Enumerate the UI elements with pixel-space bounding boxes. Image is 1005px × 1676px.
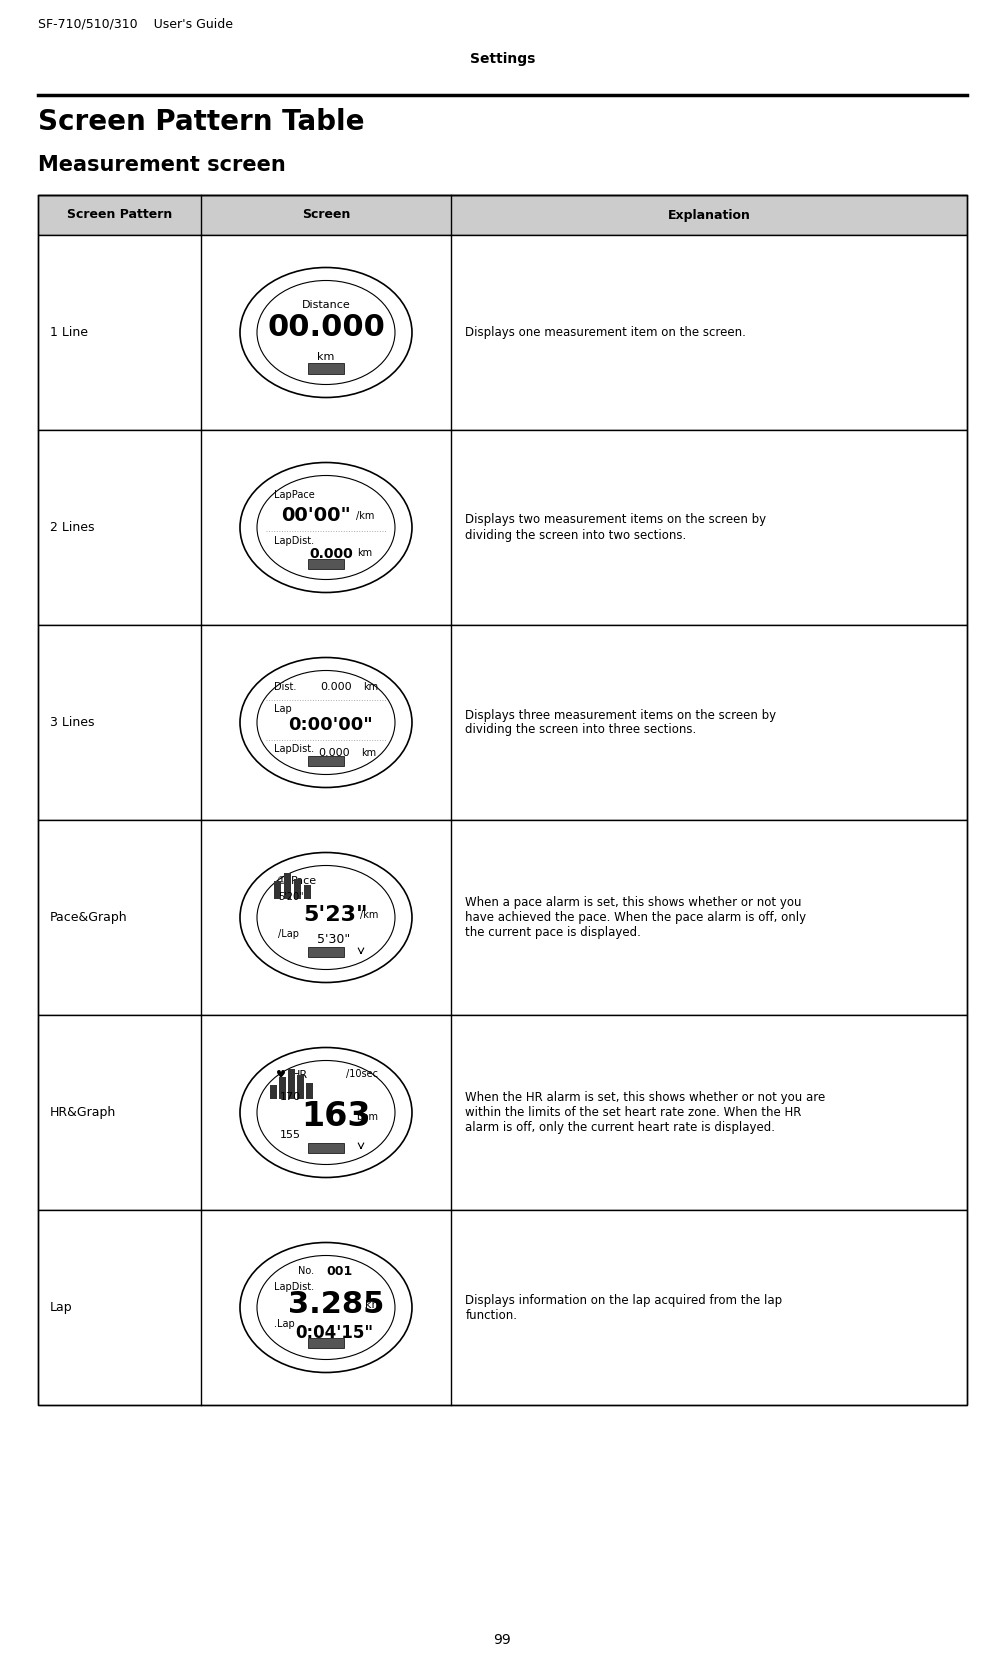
Text: 0.000: 0.000 — [310, 546, 353, 560]
Bar — [38, 194, 967, 235]
Text: Screen Pattern Table: Screen Pattern Table — [38, 107, 365, 136]
Text: Displays three measurement items on the screen by
dividing the screen into three: Displays three measurement items on the … — [465, 709, 777, 736]
Text: HR&Graph: HR&Graph — [50, 1106, 117, 1120]
Text: Pace: Pace — [291, 875, 318, 885]
Bar — [294, 880, 300, 900]
Text: 00.000: 00.000 — [267, 313, 385, 342]
Text: Displays one measurement item on the screen.: Displays one measurement item on the scr… — [465, 327, 747, 339]
Text: Screen: Screen — [302, 208, 350, 221]
Text: When the HR alarm is set, this shows whether or not you are
within the limits of: When the HR alarm is set, this shows whe… — [465, 1091, 826, 1135]
Bar — [308, 364, 344, 374]
Text: Measurement screen: Measurement screen — [38, 154, 285, 174]
Text: /Lap: /Lap — [278, 929, 299, 939]
Bar — [308, 1337, 344, 1348]
Text: 1 Line: 1 Line — [50, 327, 88, 339]
Text: Pace&Graph: Pace&Graph — [50, 912, 128, 923]
Text: .Lap: .Lap — [274, 1319, 294, 1329]
Bar — [284, 873, 291, 900]
Bar — [38, 820, 967, 1016]
Text: Displays two measurement items on the screen by
dividing the screen into two sec: Displays two measurement items on the sc… — [465, 513, 767, 541]
Text: 163: 163 — [302, 1099, 371, 1133]
Text: km: km — [365, 1299, 382, 1309]
Text: 99: 99 — [493, 1632, 512, 1648]
Text: 5'23": 5'23" — [304, 905, 368, 925]
Text: 0:04'15": 0:04'15" — [294, 1324, 373, 1341]
Text: 2 Lines: 2 Lines — [50, 521, 94, 535]
Text: LapDist.: LapDist. — [274, 1282, 315, 1292]
Text: 0.000: 0.000 — [321, 682, 352, 692]
Text: bpm: bpm — [356, 1111, 378, 1121]
Bar — [38, 235, 967, 431]
Bar — [308, 756, 344, 766]
Text: Screen Pattern: Screen Pattern — [66, 208, 172, 221]
Text: Lap: Lap — [50, 1301, 72, 1314]
Bar — [308, 560, 344, 570]
Bar — [279, 1076, 286, 1098]
Text: /km: /km — [360, 910, 378, 920]
Text: 5'20": 5'20" — [278, 893, 304, 902]
Text: km: km — [357, 548, 372, 558]
Bar — [270, 1084, 277, 1098]
Text: km: km — [363, 682, 378, 692]
Bar — [38, 625, 967, 820]
Bar — [297, 1074, 304, 1098]
Text: 3.285: 3.285 — [287, 1291, 384, 1319]
Bar — [38, 1210, 967, 1404]
Text: SF-710/510/310    User's Guide: SF-710/510/310 User's Guide — [38, 18, 233, 30]
Bar — [274, 882, 281, 900]
Text: /km: /km — [356, 511, 374, 521]
Bar — [308, 947, 344, 957]
Text: 0.000: 0.000 — [319, 747, 350, 758]
Text: Explanation: Explanation — [667, 208, 751, 221]
Text: HR: HR — [292, 1069, 309, 1079]
Bar — [38, 431, 967, 625]
Bar — [288, 1069, 295, 1098]
Text: Distance: Distance — [302, 300, 351, 310]
Text: 001: 001 — [327, 1265, 353, 1279]
Text: 155: 155 — [280, 1130, 300, 1140]
Text: Settings: Settings — [469, 52, 536, 65]
Text: LapDist.: LapDist. — [274, 536, 315, 546]
Text: 5'30": 5'30" — [318, 934, 351, 945]
Text: /10sec: /10sec — [346, 1069, 378, 1079]
Bar — [306, 1083, 313, 1098]
Text: Displays information on the lap acquired from the lap
function.: Displays information on the lap acquired… — [465, 1294, 783, 1321]
Bar — [304, 885, 311, 900]
Text: ①: ① — [276, 875, 286, 885]
Text: km: km — [318, 352, 335, 362]
Bar — [308, 1143, 344, 1153]
Text: When a pace alarm is set, this shows whether or not you
have achieved the pace. : When a pace alarm is set, this shows whe… — [465, 897, 807, 939]
Text: Dist.: Dist. — [274, 682, 296, 692]
Text: km: km — [361, 747, 376, 758]
Text: No.: No. — [298, 1267, 315, 1277]
Text: 0:00'00": 0:00'00" — [288, 716, 374, 734]
Text: 00'00": 00'00" — [281, 506, 351, 525]
Text: LapPace: LapPace — [274, 491, 315, 501]
Text: 170: 170 — [280, 1091, 302, 1101]
Text: Lap: Lap — [274, 704, 291, 714]
Text: ♥: ♥ — [276, 1069, 286, 1079]
Text: 3 Lines: 3 Lines — [50, 716, 94, 729]
Text: LapDist.: LapDist. — [274, 744, 315, 754]
Bar — [38, 194, 967, 1404]
Bar — [38, 1016, 967, 1210]
